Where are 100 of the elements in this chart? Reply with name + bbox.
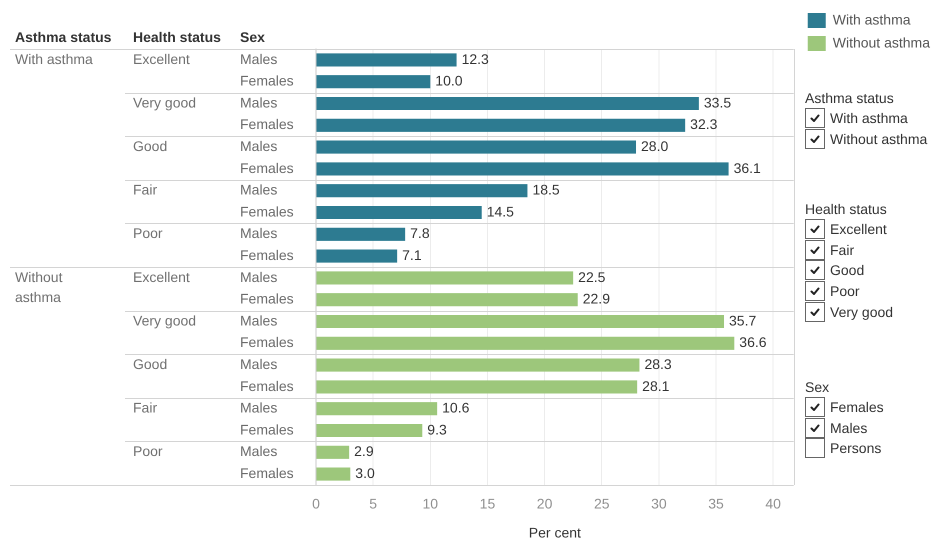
x-tick-label: 20 — [536, 495, 553, 512]
bar — [316, 446, 350, 459]
bar — [316, 293, 578, 306]
category-label: Good — [830, 262, 864, 278]
data-label: 12.3 — [462, 50, 490, 67]
y-tick-label: Males — [240, 400, 278, 416]
data-label: 7.1 — [402, 246, 422, 263]
text: Good — [133, 356, 168, 372]
y-tick-label: Females — [240, 72, 294, 89]
text: Very good — [133, 94, 196, 110]
y-tick-label: Males — [240, 443, 278, 460]
data-label: 35.7 — [729, 312, 756, 328]
text: Sex — [240, 28, 266, 45]
data-label: 36.6 — [739, 334, 767, 350]
category-label: Males — [830, 420, 868, 436]
data-label: 10.0 — [435, 72, 463, 89]
y-tick-label: Males — [240, 312, 278, 328]
legend-label: With asthma — [832, 11, 911, 28]
bar — [316, 336, 734, 350]
bar — [316, 250, 398, 263]
category-label: Excellent — [830, 221, 887, 237]
legend-label: Without asthma — [832, 34, 930, 50]
text: Fair — [133, 400, 158, 416]
text: With asthma — [15, 50, 93, 67]
text: Excellent — [133, 50, 190, 67]
y-tick-label: Females — [240, 421, 294, 438]
bar — [316, 314, 724, 328]
y-tick-label: Males — [240, 94, 278, 110]
x-tick-label: 15 — [480, 495, 496, 512]
bar — [316, 162, 729, 176]
y-tick-label: Males — [240, 138, 278, 154]
y-tick-label: Males — [240, 50, 278, 67]
x-tick-label: 10 — [422, 495, 438, 512]
category-label: Without asthma — [830, 130, 928, 147]
category-label: Females — [830, 399, 884, 415]
bar — [316, 140, 636, 154]
data-label: 10.6 — [442, 400, 470, 416]
data-label: 2.9 — [354, 443, 374, 460]
text: Asthma status — [15, 28, 112, 45]
text: Health status — [805, 201, 887, 217]
bar — [316, 184, 528, 198]
y-tick-label: Females — [240, 290, 294, 307]
text: Poor — [133, 225, 163, 242]
x-tick-label: 30 — [651, 495, 667, 512]
bar — [316, 53, 457, 66]
data-label: 28.0 — [641, 138, 668, 154]
bar — [316, 271, 574, 284]
bar — [316, 228, 406, 241]
text: Excellent — [133, 268, 190, 285]
x-tick-label: 25 — [594, 495, 610, 512]
bar — [316, 424, 422, 438]
data-label: 7.8 — [410, 225, 430, 242]
text: Poor — [133, 443, 163, 460]
x-tick-label: 35 — [708, 495, 724, 512]
data-label: 14.5 — [486, 203, 514, 220]
bar — [316, 380, 638, 394]
y-tick-label: Females — [240, 334, 294, 350]
text: Very good — [133, 312, 196, 328]
bar — [316, 96, 699, 110]
bar — [316, 206, 482, 220]
y-tick-label: Females — [240, 246, 294, 263]
y-tick-label: Females — [240, 203, 294, 220]
text: Asthma status — [805, 90, 894, 106]
data-label: 18.5 — [532, 182, 560, 198]
text: Good — [133, 138, 168, 154]
data-label: 22.5 — [578, 268, 606, 285]
data-label: 22.9 — [582, 290, 610, 307]
text: Sex — [805, 379, 830, 395]
y-tick-label: Males — [240, 225, 278, 242]
bar — [316, 358, 640, 372]
x-tick-label: 0 — [312, 495, 320, 512]
data-label: 28.1 — [642, 378, 670, 394]
y-tick-label: Females — [240, 160, 294, 176]
category-label: With asthma — [830, 110, 908, 126]
data-label: 33.5 — [704, 94, 732, 110]
data-label: 28.3 — [644, 356, 672, 372]
y-tick-label: Males — [240, 268, 278, 285]
category-label: Very good — [830, 304, 894, 320]
bar — [316, 468, 350, 481]
bar — [316, 118, 686, 132]
y-tick-label: Females — [240, 116, 294, 132]
data-label: 3.0 — [355, 464, 375, 481]
text: Fair — [133, 182, 158, 198]
category-label: Fair — [830, 242, 854, 258]
y-tick-label: Males — [240, 356, 278, 372]
bar — [316, 402, 438, 416]
y-tick-label: Males — [240, 182, 278, 198]
category-label: Poor — [830, 283, 860, 300]
x-axis-title: Per cent — [528, 524, 582, 540]
bar — [316, 75, 430, 88]
text: Health status — [133, 28, 222, 45]
text: Without asthma — [15, 268, 62, 305]
y-tick-label: Females — [240, 378, 294, 394]
data-label: 32.3 — [690, 116, 718, 132]
category-label: Persons — [830, 440, 882, 456]
x-tick-label: 5 — [369, 495, 378, 512]
x-tick-label: 40 — [765, 495, 782, 512]
y-tick-label: Females — [240, 464, 294, 481]
data-label: 36.1 — [734, 160, 762, 176]
data-label: 9.3 — [427, 421, 447, 438]
